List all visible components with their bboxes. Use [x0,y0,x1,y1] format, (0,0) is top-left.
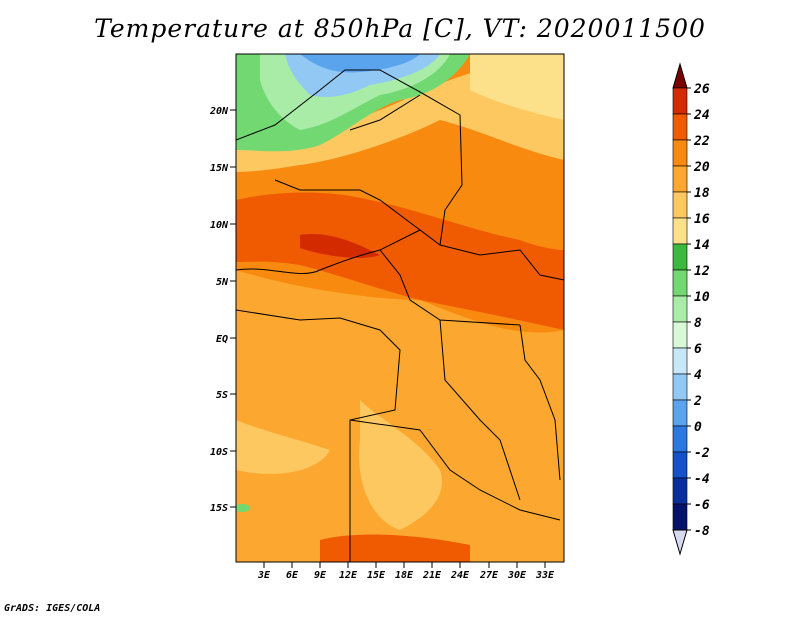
colorbar-label: 18 [694,186,710,201]
y-axis: 20N 15N 10N 5N EQ 5S 10S 15S [209,106,236,514]
field-west-light [236,420,330,474]
colorbar-swatch [672,243,688,271]
x-tick-label: 33E [535,570,555,581]
colorbar-swatch [672,217,688,245]
colorbar-swatch [672,87,688,115]
colorbar-label: 24 [693,108,710,123]
y-tick-label: 10S [210,447,228,458]
field-green-speck [236,504,250,512]
country-borders [236,69,564,562]
colorbar-label: -2 [694,446,710,461]
colorbar-swatch [672,139,688,167]
colorbar-label: 6 [694,342,702,357]
field-sahel-hot [236,192,564,330]
colorbar-label: -4 [694,472,710,487]
x-tick-label: 18E [395,570,414,581]
x-tick-label: 21E [422,570,442,581]
colorbar-label: 8 [694,316,702,331]
x-tick-label: 15E [367,570,386,581]
field-south-hot [320,534,470,562]
colorbar-label: 22 [693,134,710,149]
colorbar-swatch [672,113,688,141]
y-tick-label: 15N [210,163,229,174]
x-tick-label: 6E [286,570,299,581]
field-sahel-hotter [300,234,380,258]
colorbar-swatch [672,347,688,375]
colorbar-arrow-bottom [672,529,688,556]
chart-title: Temperature at 850hPa [C], VT: 202001150… [94,14,706,43]
x-tick-label: 9E [314,570,327,581]
field-cold-blue2 [300,54,420,73]
y-tick-label: 20N [209,106,229,117]
colorbar-swatch [672,425,688,453]
colorbar-swatch [672,191,688,219]
colorbar-swatch [672,503,688,531]
colorbar-arrow-top [672,62,688,89]
colorbar-swatch [672,451,688,479]
colorbar-label: 20 [693,160,710,175]
x-tick-label: 12E [339,570,358,581]
colorbar-swatch [672,295,688,323]
field-north-pale [470,54,564,120]
field-congo [236,270,564,562]
x-tick-label: 3E [257,570,271,581]
field-south-light [359,400,442,530]
colorbar-label: 4 [694,368,702,383]
colorbar-swatch [672,477,688,505]
credit-text: GrADS: IGES/COLA [4,603,101,614]
temperature-map [236,54,564,562]
colorbar-label: 10 [694,290,710,305]
x-tick-label: 24E [450,570,470,581]
colorbar-label: 2 [693,394,702,409]
colorbar-label: -6 [694,498,710,513]
y-tick-label: 5N [216,277,229,288]
x-axis: 3E 6E 9E 12E 15E 18E 21E 24E 27E 30E 33E [257,562,555,581]
colorbar-swatch [672,373,688,401]
colorbar-swatch [672,321,688,349]
y-tick-label: 15S [210,503,228,514]
colorbar-label: 26 [693,82,710,97]
colorbar-label: 0 [694,420,702,435]
colorbar-swatch [672,399,688,427]
x-tick-label: 27E [479,570,499,581]
map-frame [235,53,565,563]
y-tick-label: 10N [210,220,229,231]
colorbar-label: -8 [694,524,710,539]
colorbar-swatch [672,269,688,297]
y-tick-label: EQ [216,334,228,345]
colorbar-swatch [672,165,688,193]
y-tick-label: 5S [216,390,228,401]
colorbar-label: 14 [694,238,710,253]
x-tick-label: 30E [507,570,527,581]
colorbar-label: 12 [694,264,710,279]
colorbar-label: 16 [694,212,710,227]
